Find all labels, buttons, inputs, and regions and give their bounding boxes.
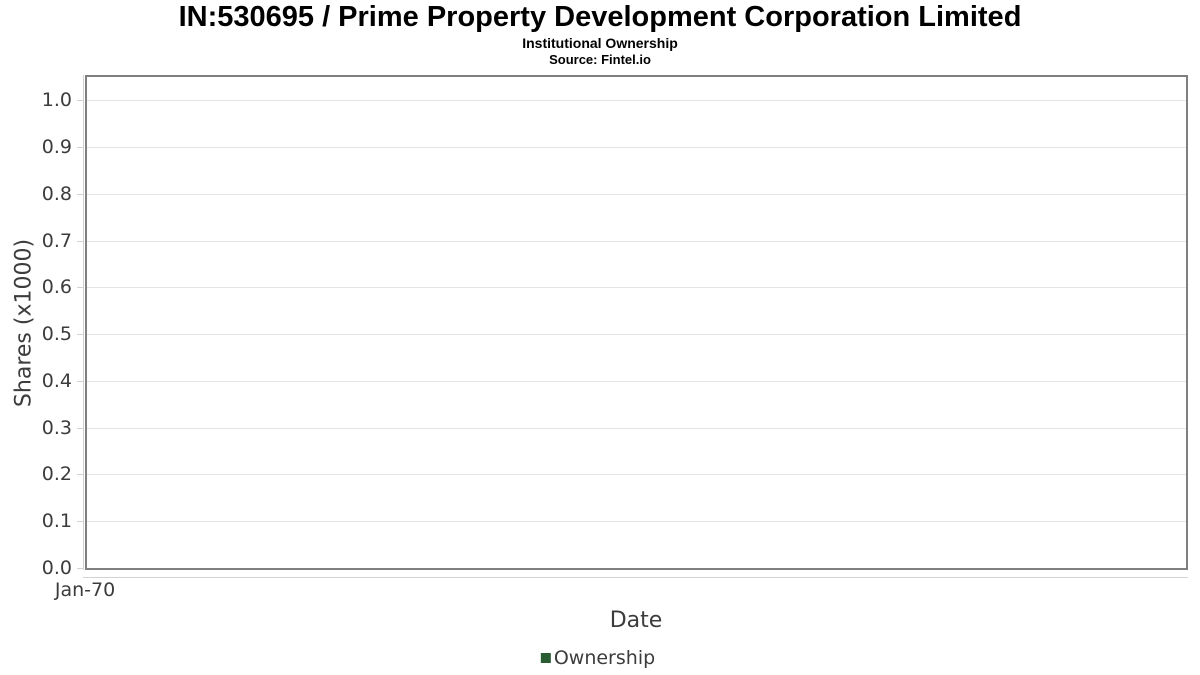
gridline-y-0.1 [87,521,1186,522]
y-tick-mark-0.5 [77,334,84,335]
gridline-y-0.8 [87,194,1186,195]
gridline-y-1.0 [87,100,1186,101]
y-axis-tick-marks [77,75,84,570]
y-tick-label-0.0: 0.0 [41,557,72,579]
y-tick-mark-0.9 [77,147,84,148]
gridline-y-0.4 [87,381,1186,382]
y-tick-label-0.9: 0.9 [41,136,72,158]
legend-marker-square-icon [540,653,551,663]
y-axis-tick-labels: 0.0 0.1 0.2 0.3 0.4 0.5 0.6 0.7 0.8 0.9 1.0 [0,75,78,579]
y-tick-mark-0.0 [77,568,84,569]
y-tick-label-0.8: 0.8 [41,183,72,205]
y-tick-mark-0.4 [77,381,84,382]
y-tick-label-0.4: 0.4 [41,370,72,392]
plot-area [85,75,1188,570]
x-axis-tick-label: Jan-70 [54,579,116,601]
y-tick-mark-0.6 [77,287,84,288]
gridline-y-0.9 [87,147,1186,148]
gridline-y-0.3 [87,428,1186,429]
gridline-y-0.7 [87,241,1186,242]
y-tick-mark-0.2 [77,474,84,475]
y-axis-line [83,75,84,570]
x-axis-title: Date [609,608,663,633]
y-tick-mark-0.7 [77,241,84,242]
gridline-y-0.2 [87,474,1186,475]
x-axis-line [83,577,1188,578]
gridline-y-0.6 [87,287,1186,288]
y-tick-label-1.0: 1.0 [41,89,72,111]
y-tick-mark-0.1 [77,521,84,522]
y-tick-mark-1.0 [77,100,84,101]
y-tick-label-0.1: 0.1 [41,510,72,532]
legend-item-ownership[interactable]: Ownership [540,647,656,669]
chart-subtitle: Institutional Ownership [522,35,678,51]
y-tick-mark-0.3 [77,428,84,429]
y-tick-label-0.2: 0.2 [41,463,72,485]
y-tick-label-0.7: 0.7 [41,230,72,252]
gridline-y-0.5 [87,334,1186,335]
y-tick-label-0.3: 0.3 [41,417,72,439]
y-tick-label-0.6: 0.6 [41,276,72,298]
chart-source-credit: Source: Fintel.io [549,52,651,67]
page-title: IN:530695 / Prime Property Development C… [178,1,1022,33]
legend-label: Ownership [553,647,656,669]
y-tick-mark-0.8 [77,194,84,195]
y-tick-label-0.5: 0.5 [41,323,72,345]
